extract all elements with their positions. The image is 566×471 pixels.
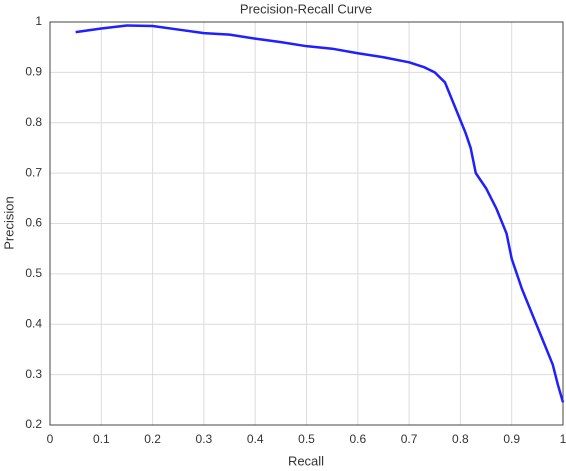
y-tick-label: 0.9 (25, 65, 42, 79)
x-tick-label: 0.2 (144, 432, 161, 446)
x-tick-label: 0.5 (298, 432, 315, 446)
x-tick-label: 0 (47, 432, 54, 446)
plot-frame (49, 21, 564, 426)
y-tick-label: 0.5 (25, 266, 42, 280)
x-tick-label: 0.1 (93, 432, 110, 446)
x-tick-label: 1 (560, 432, 566, 446)
y-tick-label: 1 (35, 14, 42, 28)
y-tick-label: 0.7 (25, 165, 42, 179)
x-tick-label: 0.7 (401, 432, 418, 446)
x-tick-label: 0.3 (196, 432, 213, 446)
x-tick-label: 0.4 (247, 432, 264, 446)
y-tick-label: 0.4 (25, 316, 42, 330)
y-tick-label: 0.6 (25, 216, 42, 230)
x-tick-label: 0.6 (349, 432, 366, 446)
y-tick-label: 0.3 (25, 367, 42, 381)
y-tick-label: 0.8 (25, 115, 42, 129)
pr-curve (75, 24, 565, 403)
x-tick-label: 0.9 (503, 432, 520, 446)
y-tick-label: 0.2 (25, 417, 42, 431)
chart-title: Precision-Recall Curve (240, 1, 372, 16)
x-axis-label: Recall (288, 453, 324, 468)
y-axis-label: Precision (1, 196, 16, 249)
x-tick-label: 0.8 (452, 432, 469, 446)
